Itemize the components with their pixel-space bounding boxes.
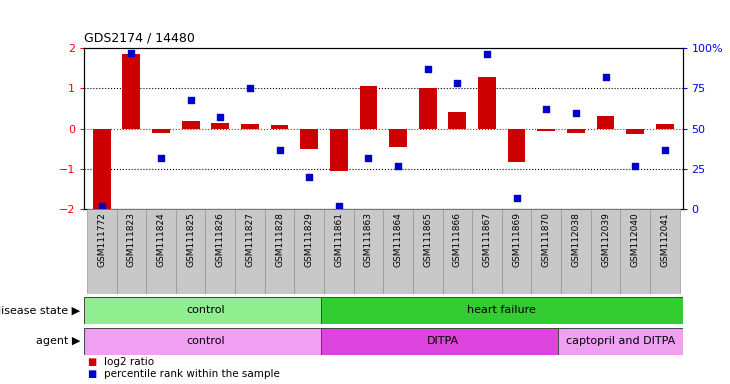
FancyBboxPatch shape [87,209,117,294]
Text: ■: ■ [88,369,97,379]
Text: control: control [186,336,225,346]
Text: GDS2174 / 14480: GDS2174 / 14480 [84,31,195,44]
Bar [241,124,259,129]
Text: GSM111870: GSM111870 [542,212,550,267]
Point [422,66,434,72]
FancyBboxPatch shape [353,209,383,294]
FancyBboxPatch shape [531,209,561,294]
FancyBboxPatch shape [383,209,413,294]
Text: log2 ratio: log2 ratio [104,357,154,367]
Text: GSM111865: GSM111865 [423,212,432,267]
Bar [656,124,674,129]
Bar [419,88,437,129]
Bar [389,129,407,147]
FancyBboxPatch shape [591,209,620,294]
Text: GSM111772: GSM111772 [97,212,107,267]
Point [185,96,196,103]
FancyBboxPatch shape [472,209,502,294]
Bar [330,129,347,171]
Text: GSM111829: GSM111829 [304,212,314,267]
Point [629,163,641,169]
Text: GSM111866: GSM111866 [453,212,462,267]
FancyBboxPatch shape [294,209,324,294]
Point [659,147,671,153]
FancyBboxPatch shape [620,209,650,294]
Bar [448,112,466,129]
Point [333,203,345,209]
FancyBboxPatch shape [205,209,235,294]
Text: GSM111861: GSM111861 [334,212,343,267]
FancyBboxPatch shape [321,297,683,324]
FancyBboxPatch shape [176,209,205,294]
FancyBboxPatch shape [558,328,683,355]
Bar [300,129,318,149]
FancyBboxPatch shape [321,328,564,355]
Point [126,50,137,56]
Point [570,109,582,116]
FancyBboxPatch shape [146,209,176,294]
FancyBboxPatch shape [502,209,531,294]
Text: disease state ▶: disease state ▶ [0,305,80,316]
Bar [93,129,111,209]
Text: GSM111867: GSM111867 [483,212,491,267]
FancyBboxPatch shape [117,209,146,294]
Bar [567,129,585,133]
Point [96,203,107,209]
FancyBboxPatch shape [84,328,327,355]
Bar [537,129,555,131]
Bar [271,124,288,129]
Text: ■: ■ [88,357,97,367]
Text: GSM111864: GSM111864 [393,212,402,267]
Point [155,155,167,161]
Text: agent ▶: agent ▶ [36,336,80,346]
Text: heart failure: heart failure [467,305,537,316]
Point [304,174,315,180]
Point [274,147,285,153]
Point [215,114,226,121]
Text: control: control [186,305,225,316]
FancyBboxPatch shape [413,209,442,294]
Point [451,80,463,86]
Text: GSM111825: GSM111825 [186,212,195,267]
Bar [626,129,644,134]
Point [481,51,493,58]
Bar [596,116,615,129]
Point [392,163,404,169]
Text: percentile rank within the sample: percentile rank within the sample [104,369,280,379]
Text: GSM112038: GSM112038 [572,212,580,267]
Text: GSM111824: GSM111824 [156,212,166,266]
Bar [182,121,199,129]
FancyBboxPatch shape [235,209,265,294]
FancyBboxPatch shape [442,209,472,294]
Bar [507,129,526,162]
Point [244,85,256,91]
Text: GSM111827: GSM111827 [245,212,254,267]
Point [511,195,523,201]
Bar [212,122,229,129]
Bar [152,129,170,134]
FancyBboxPatch shape [650,209,680,294]
Point [363,155,374,161]
Bar [123,54,140,129]
Text: GSM111826: GSM111826 [216,212,225,267]
Text: captopril and DITPA: captopril and DITPA [566,336,675,346]
Point [599,74,611,80]
Bar [478,77,496,129]
Text: GSM111823: GSM111823 [127,212,136,267]
Text: GSM112041: GSM112041 [660,212,669,266]
Bar [360,86,377,129]
Text: GSM112040: GSM112040 [631,212,639,266]
Text: GSM111863: GSM111863 [364,212,373,267]
Text: GSM112039: GSM112039 [601,212,610,267]
Text: GSM111869: GSM111869 [512,212,521,267]
FancyBboxPatch shape [265,209,294,294]
FancyBboxPatch shape [84,297,327,324]
FancyBboxPatch shape [561,209,591,294]
FancyBboxPatch shape [324,209,353,294]
Text: DITPA: DITPA [426,336,458,346]
Point [540,106,552,113]
Text: GSM111828: GSM111828 [275,212,284,267]
